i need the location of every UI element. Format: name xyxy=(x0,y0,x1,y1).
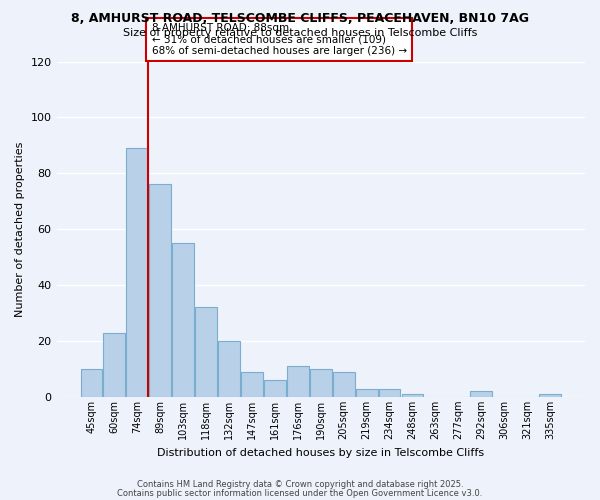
Text: Contains public sector information licensed under the Open Government Licence v3: Contains public sector information licen… xyxy=(118,488,482,498)
Bar xyxy=(310,369,332,397)
Text: Size of property relative to detached houses in Telscombe Cliffs: Size of property relative to detached ho… xyxy=(123,28,477,38)
Bar xyxy=(127,148,148,397)
Bar xyxy=(80,369,103,397)
Bar xyxy=(241,372,263,397)
Bar xyxy=(470,392,492,397)
Bar xyxy=(333,372,355,397)
Text: 8 AMHURST ROAD: 88sqm
← 31% of detached houses are smaller (109)
68% of semi-det: 8 AMHURST ROAD: 88sqm ← 31% of detached … xyxy=(152,22,407,56)
Bar xyxy=(264,380,286,397)
Bar xyxy=(103,332,125,397)
Bar xyxy=(401,394,424,397)
Text: 8, AMHURST ROAD, TELSCOMBE CLIFFS, PEACEHAVEN, BN10 7AG: 8, AMHURST ROAD, TELSCOMBE CLIFFS, PEACE… xyxy=(71,12,529,26)
X-axis label: Distribution of detached houses by size in Telscombe Cliffs: Distribution of detached houses by size … xyxy=(157,448,484,458)
Bar xyxy=(172,243,194,397)
Bar xyxy=(379,388,400,397)
Bar xyxy=(149,184,171,397)
Y-axis label: Number of detached properties: Number of detached properties xyxy=(15,142,25,317)
Bar xyxy=(218,341,240,397)
Bar xyxy=(287,366,309,397)
Bar xyxy=(539,394,561,397)
Text: Contains HM Land Registry data © Crown copyright and database right 2025.: Contains HM Land Registry data © Crown c… xyxy=(137,480,463,489)
Bar xyxy=(195,308,217,397)
Bar xyxy=(356,388,377,397)
